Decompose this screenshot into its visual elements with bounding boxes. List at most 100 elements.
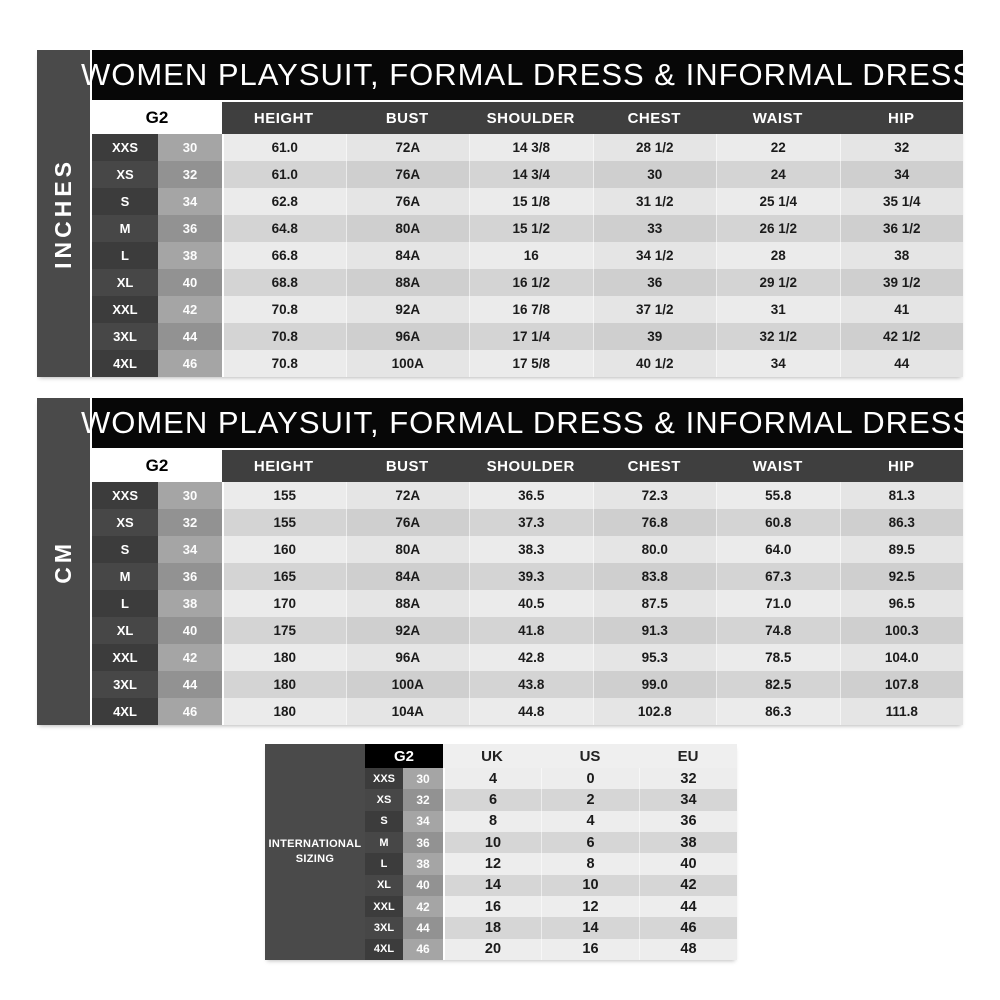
measurement-cell: 72A: [345, 482, 469, 509]
measurement-cell: 0: [541, 768, 639, 790]
inches-unit-bar: INCHES: [37, 50, 92, 377]
measurement-cell: 70.8: [222, 323, 346, 350]
column-header-shoulder: SHOULDER: [469, 102, 593, 134]
size-label-cell: S: [365, 810, 403, 832]
column-header-chest: CHEST: [592, 450, 716, 482]
measurement-cell: 2: [541, 789, 639, 811]
measurement-cell: 76A: [345, 188, 469, 215]
size-label-cell: XXL: [92, 644, 158, 671]
measurement-cell: 60.8: [716, 509, 840, 536]
measurement-cell: 14: [443, 874, 541, 896]
measurement-cell: 39: [592, 323, 716, 350]
measurement-cell: 180: [222, 671, 346, 698]
g2-size-cell: 42: [403, 895, 443, 918]
g2-size-cell: 32: [158, 509, 222, 536]
size-label-cell: 4XL: [92, 350, 158, 377]
g2-header: G2: [365, 744, 443, 768]
g2-size-cell: 40: [403, 874, 443, 896]
column-header-height: HEIGHT: [222, 450, 346, 482]
g2-size-cell: 36: [403, 831, 443, 854]
column-header-chest: CHEST: [592, 102, 716, 134]
measurement-cell: 14: [541, 917, 639, 939]
measurement-cell: 32: [839, 134, 963, 161]
measurement-cell: 62.8: [222, 188, 346, 215]
measurement-cell: 16 7/8: [469, 296, 593, 323]
measurement-cell: 83.8: [592, 563, 716, 590]
measurement-cell: 100A: [345, 671, 469, 698]
measurement-cell: 66.8: [222, 242, 346, 269]
g2-size-cell: 30: [403, 768, 443, 790]
table-row: L 38 12 8 40: [365, 853, 737, 875]
measurement-cell: 12: [443, 853, 541, 875]
measurement-cell: 84A: [345, 563, 469, 590]
table-row: 4XL 46 70.8 100A 17 5/8 40 1/2 34 44: [92, 350, 963, 377]
g2-size-cell: 30: [158, 482, 222, 509]
measurement-cell: 95.3: [592, 644, 716, 671]
g2-size-cell: 38: [403, 853, 443, 875]
measurement-cell: 36: [592, 269, 716, 296]
measurement-cell: 100.3: [839, 617, 963, 644]
column-header-us: US: [541, 744, 639, 768]
measurement-cell: 35 1/4: [839, 188, 963, 215]
measurement-cell: 42: [639, 874, 737, 896]
measurement-cell: 61.0: [222, 134, 346, 161]
size-label-cell: XXS: [365, 768, 403, 790]
measurement-cell: 37.3: [469, 509, 593, 536]
measurement-cell: 6: [443, 789, 541, 811]
measurement-cell: 111.8: [839, 698, 963, 725]
measurement-cell: 10: [443, 831, 541, 854]
measurement-cell: 86.3: [839, 509, 963, 536]
size-label-cell: XL: [92, 617, 158, 644]
measurement-cell: 89.5: [839, 536, 963, 563]
inches-table-body: XXS 30 61.0 72A 14 3/8 28 1/2 22 32 XS 32 61.0 76A 1…: [92, 134, 963, 377]
measurement-cell: 80A: [345, 536, 469, 563]
measurement-cell: 88A: [345, 590, 469, 617]
measurement-cell: 170: [222, 590, 346, 617]
measurement-cell: 91.3: [592, 617, 716, 644]
g2-size-cell: 46: [158, 350, 222, 377]
size-label-cell: XL: [365, 874, 403, 896]
measurement-cell: 92A: [345, 617, 469, 644]
measurement-cell: 26 1/2: [716, 215, 840, 242]
table-row: XL 40 68.8 88A 16 1/2 36 29 1/2 39 1/2: [92, 269, 963, 296]
measurement-cell: 44: [639, 895, 737, 918]
measurement-cell: 38: [639, 831, 737, 854]
size-label-cell: XS: [92, 161, 158, 188]
measurement-cell: 160: [222, 536, 346, 563]
measurement-cell: 38: [839, 242, 963, 269]
measurement-cell: 12: [541, 895, 639, 918]
measurement-cell: 68.8: [222, 269, 346, 296]
size-label-cell: L: [365, 853, 403, 875]
column-header-shoulder: SHOULDER: [469, 450, 593, 482]
table-row: XS 32 6 2 34: [365, 789, 737, 811]
g2-size-cell: 32: [403, 789, 443, 811]
measurement-cell: 104A: [345, 698, 469, 725]
column-header-waist: WAIST: [716, 102, 840, 134]
g2-size-cell: 44: [158, 671, 222, 698]
measurement-cell: 72A: [345, 134, 469, 161]
size-label-cell: L: [92, 590, 158, 617]
cm-size-table: CM WOMEN PLAYSUIT, FORMAL DRESS & INFORM…: [37, 398, 973, 725]
cm-table-body: XXS 30 155 72A 36.5 72.3 55.8 81.3 XS 32 155 76A 37.…: [92, 482, 963, 725]
measurement-cell: 8: [541, 853, 639, 875]
measurement-cell: 17 5/8: [469, 350, 593, 377]
size-label-cell: XS: [92, 509, 158, 536]
measurement-cell: 42.8: [469, 644, 593, 671]
measurement-cell: 76.8: [592, 509, 716, 536]
measurement-cell: 102.8: [592, 698, 716, 725]
measurement-cell: 88A: [345, 269, 469, 296]
g2-size-cell: 44: [158, 323, 222, 350]
size-label-cell: XS: [365, 789, 403, 811]
measurement-cell: 78.5: [716, 644, 840, 671]
measurement-cell: 31 1/2: [592, 188, 716, 215]
size-label-cell: L: [92, 242, 158, 269]
size-label-cell: XL: [92, 269, 158, 296]
size-label-cell: M: [92, 215, 158, 242]
g2-size-cell: 42: [158, 644, 222, 671]
inches-column-header-row: G2 HEIGHT BUST SHOULDER CHEST WAIST HIP: [92, 102, 963, 134]
measurement-cell: 71.0: [716, 590, 840, 617]
international-sizing-label-line1: INTERNATIONAL: [268, 838, 362, 851]
measurement-cell: 76A: [345, 509, 469, 536]
measurement-cell: 22: [716, 134, 840, 161]
